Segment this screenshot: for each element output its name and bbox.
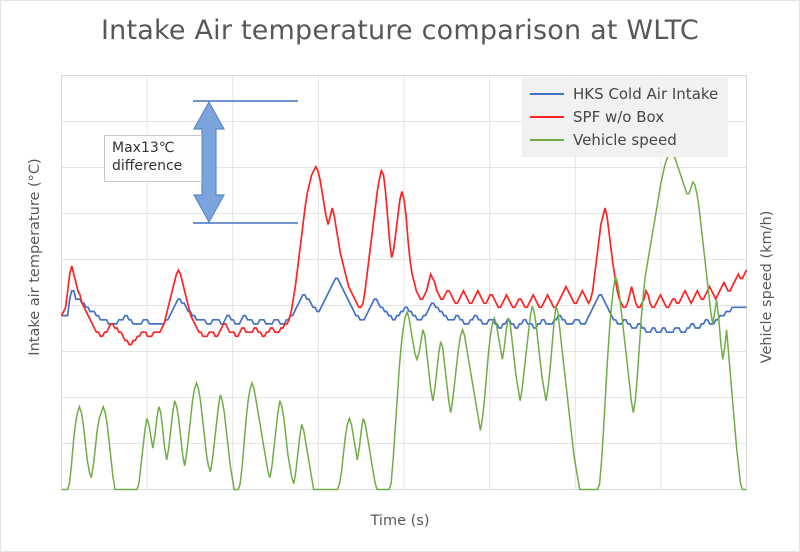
plot-frame [61,75,747,490]
series-lines [60,151,748,491]
double-headed-arrow-icon [192,100,226,224]
legend-swatch-spf [530,115,564,118]
x-axis-title: Time (s) [370,513,430,529]
annotation-arrow [192,100,298,224]
page-title: Intake Air temperature comparison at WLT… [101,15,699,46]
callout-line-2: difference [112,157,183,174]
legend: HKS Cold Air Intake SPF w/o Box Vehicle … [522,77,729,157]
y-axis-right-title: Vehicle speed (km/h) [759,210,775,364]
legend-label-hks: HKS Cold Air Intake [573,84,719,103]
legend-item-spf[interactable]: SPF w/o Box [530,105,718,128]
series-line-spf-w-o-box [60,164,748,346]
y-axis-left-title: Intake air temperature (°C) [27,158,43,356]
legend-item-hks[interactable]: HKS Cold Air Intake [530,82,718,105]
legend-swatch-speed [530,138,564,141]
legend-label-speed: Vehicle speed [573,130,677,149]
max-difference-callout: Max13℃ difference [104,135,202,182]
series-line-vehicle-speed [61,151,747,491]
legend-swatch-hks [530,92,564,95]
legend-item-speed[interactable]: Vehicle speed [530,128,718,151]
series-line-hks-cold-air-intake [61,277,747,334]
callout-line-1: Max13℃ [112,140,175,156]
legend-label-spf: SPF w/o Box [573,107,665,126]
